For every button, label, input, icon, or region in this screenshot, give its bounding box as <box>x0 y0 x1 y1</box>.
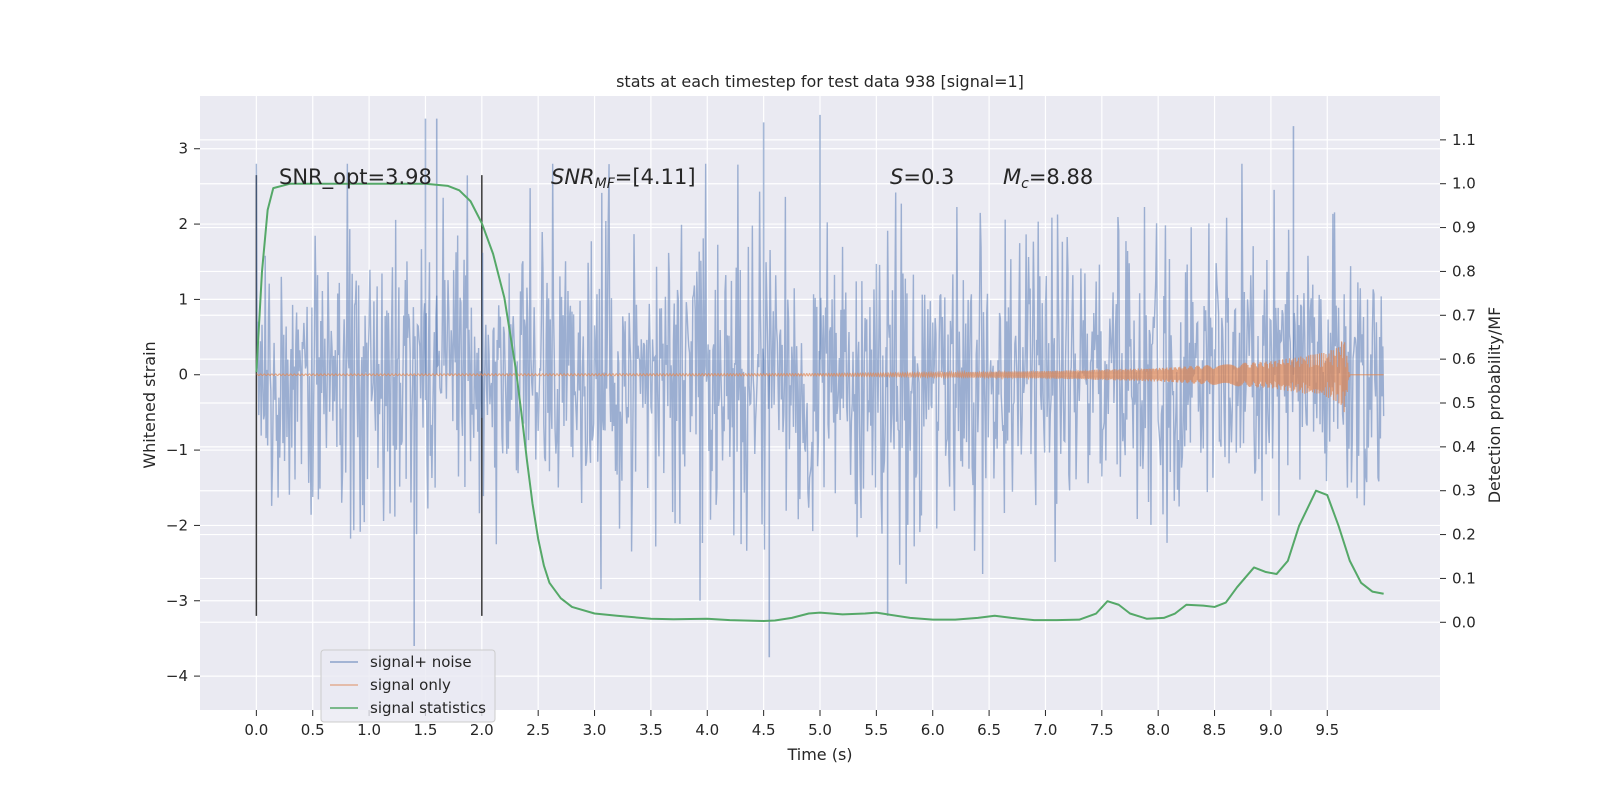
annotation-snr-opt: SNR_opt=3.98 <box>279 165 432 190</box>
x-tick-label: 0.0 <box>244 721 268 739</box>
annotation-s-var: S <box>890 165 903 189</box>
series-signal-statistics <box>255 182 1384 622</box>
x-tick-label: 2.5 <box>526 721 550 739</box>
legend: signal+ noise signal only signal statist… <box>320 649 496 723</box>
annotation-mc-value: =8.88 <box>1029 165 1093 189</box>
y-right-tick-label: 1.0 <box>1452 175 1476 193</box>
y-right-tick-label: 0.8 <box>1452 262 1476 280</box>
annotation-mc-var: M <box>1003 165 1021 189</box>
y-left-tick-label: −3 <box>166 592 188 610</box>
y-right-tick-label: 0.3 <box>1452 482 1476 500</box>
x-tick-label: 0.5 <box>301 721 325 739</box>
signal-statistics-line <box>255 182 1384 622</box>
annotation-mc: Mc=8.88 <box>1003 165 1093 192</box>
y-left-tick-label: −2 <box>166 516 188 534</box>
y-right-tick-label: 0.5 <box>1452 394 1476 412</box>
y-left-tick-labels: 3 2 1 0 −1 −2 −3 −4 <box>166 140 200 685</box>
annotation-snr-mf-sub: MF <box>595 176 616 192</box>
x-tick-label: 9.0 <box>1259 721 1283 739</box>
x-tick-label: 5.5 <box>864 721 888 739</box>
x-tick-label: 8.0 <box>1146 721 1170 739</box>
annotation-s-value: =0.3 <box>903 165 954 189</box>
legend-label-signal-only: signal only <box>370 676 451 694</box>
y-left-tick-label: −1 <box>166 441 188 459</box>
x-tick-label: 8.5 <box>1203 721 1227 739</box>
y-right-tick-label: 0.6 <box>1452 350 1476 368</box>
x-tick-label: 3.0 <box>583 721 607 739</box>
annotation-snr-mf-main: SNR <box>551 165 595 189</box>
y-axis-label-left-text: Whitened strain <box>140 341 159 468</box>
y-right-tick-label: 0.2 <box>1452 526 1476 544</box>
y-left-tick-label: −4 <box>166 667 188 685</box>
legend-label-signal-noise: signal+ noise <box>370 653 472 671</box>
y-left-tick-label: 0 <box>178 366 188 384</box>
x-tick-label: 1.0 <box>357 721 381 739</box>
x-tick-labels: 0.0 0.5 1.0 1.5 2.0 2.5 3.0 3.5 4.0 4.5 5.0 5.5 6.0 6… <box>244 710 1339 739</box>
x-tick-label: 2.0 <box>470 721 494 739</box>
y-right-tick-label: 1.1 <box>1452 131 1476 149</box>
annotation-snr-mf: SNRMF=[4.11] <box>551 165 696 192</box>
annotation-mc-sub: c <box>1021 176 1029 192</box>
y-right-tick-label: 0.9 <box>1452 219 1476 237</box>
y-right-tick-label: 0.1 <box>1452 569 1476 587</box>
chart-title: stats at each timestep for test data 938… <box>616 72 1024 91</box>
y-left-tick-label: 1 <box>178 290 188 308</box>
y-right-tick-label: 0.7 <box>1452 306 1476 324</box>
x-tick-label: 7.0 <box>1034 721 1058 739</box>
y-left-tick-label: 3 <box>178 140 188 158</box>
x-tick-label: 4.0 <box>695 721 719 739</box>
x-tick-label: 6.5 <box>977 721 1001 739</box>
annotation-s: S=0.3 <box>890 165 954 189</box>
legend-box <box>320 649 496 723</box>
x-tick-label: 1.5 <box>414 721 438 739</box>
x-tick-label: 3.5 <box>639 721 663 739</box>
x-tick-label: 7.5 <box>1090 721 1114 739</box>
y-axis-label-right: Detection probability/MF <box>1485 307 1504 504</box>
x-axis-label: Time (s) <box>786 745 852 764</box>
plot-area <box>200 96 1440 710</box>
y-right-tick-labels: 1.1 1.0 0.9 0.8 0.7 0.6 0.5 0.4 0.3 0.2 0.1 0.0 <box>1440 131 1476 631</box>
x-tick-label: 4.5 <box>752 721 776 739</box>
annotations: SNR_opt=3.98 SNRMF=[4.11] S=0.3 Mc=8.88 <box>279 165 1093 192</box>
x-tick-label: 5.0 <box>808 721 832 739</box>
legend-label-signal-statistics: signal statistics <box>370 699 486 717</box>
series-signal-noise <box>255 114 1385 658</box>
x-tick-label: 6.0 <box>921 721 945 739</box>
y-left-tick-label: 2 <box>178 215 188 233</box>
y-right-tick-label: 0.0 <box>1452 613 1476 631</box>
series-signal-only <box>256 341 1384 413</box>
signal-only-line <box>256 341 1384 413</box>
x-tick-label: 9.5 <box>1315 721 1339 739</box>
y-right-tick-label: 0.4 <box>1452 438 1476 456</box>
annotation-snr-mf-value: =[4.11] <box>615 165 696 189</box>
